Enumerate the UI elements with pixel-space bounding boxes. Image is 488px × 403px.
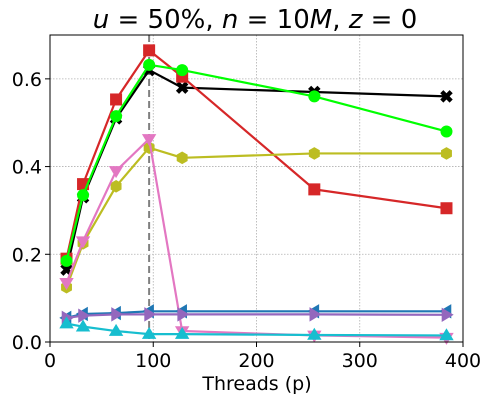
series-8: [59, 316, 454, 341]
data-point: [141, 134, 157, 147]
data-point: [78, 308, 91, 323]
x-tick-label: 100: [135, 350, 171, 372]
y-tick-label: 0.4: [12, 157, 42, 179]
data-point: [59, 277, 74, 290]
data-point: [439, 328, 454, 341]
data-point: [440, 202, 453, 215]
data-point: [440, 90, 453, 103]
data-point: [440, 125, 453, 138]
x-axis-label: Threads (p): [201, 373, 311, 395]
x-tick-label: 400: [445, 350, 481, 372]
data-point: [309, 307, 322, 322]
data-point: [59, 316, 74, 329]
axes: [45, 34, 464, 347]
data-point: [108, 323, 124, 336]
series-7: [61, 307, 454, 326]
data-point: [77, 189, 90, 202]
y-tick-label: 0.0: [12, 332, 42, 354]
y-tick-label: 0.2: [12, 244, 42, 266]
data-point: [75, 319, 91, 332]
data-point: [60, 254, 73, 267]
data-point: [308, 183, 321, 196]
x-tick-label: 300: [342, 350, 378, 372]
data-point: [110, 180, 122, 193]
series-layer: [59, 44, 454, 345]
data-point: [308, 147, 320, 160]
data-point: [143, 58, 156, 71]
y-tick-label: 0.6: [12, 69, 42, 91]
tick-labels: 0 100 200 300 400 0.0 0.2 0.4 0.6: [12, 69, 481, 372]
series-3: [60, 58, 453, 267]
data-point: [177, 307, 190, 322]
data-point: [175, 81, 189, 94]
data-point: [110, 93, 123, 106]
data-point: [441, 147, 452, 160]
data-point: [141, 326, 157, 339]
data-point: [143, 44, 156, 57]
data-point: [110, 110, 123, 123]
data-point: [144, 307, 157, 322]
data-point: [176, 64, 189, 77]
chart-title: u = 50%, n = 10M, z = 0: [93, 5, 418, 35]
data-point: [174, 326, 190, 339]
x-tick-label: 200: [238, 350, 274, 372]
data-point: [111, 307, 124, 322]
x-tick-label: 0: [44, 350, 56, 372]
data-point: [441, 307, 454, 323]
series-line: [65, 137, 447, 339]
data-point: [176, 151, 188, 165]
data-point: [308, 90, 321, 103]
data-point: [307, 327, 322, 340]
data-point: [75, 236, 91, 249]
data-point: [108, 166, 124, 179]
